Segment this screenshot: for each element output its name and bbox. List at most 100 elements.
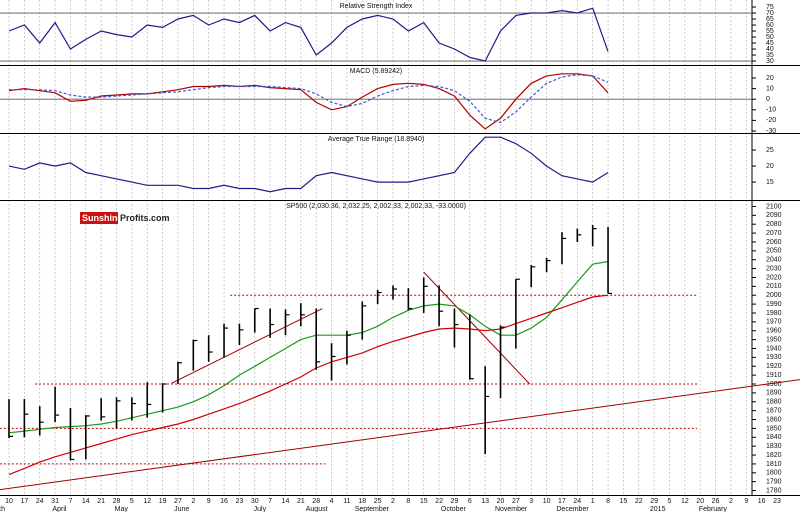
y-tick-label: 2050: [766, 248, 782, 255]
x-tick-label: 9: [207, 498, 211, 505]
x-tick-label: 23: [773, 498, 781, 505]
y-tick-label: 65: [766, 16, 774, 23]
y-tick-label: 30: [766, 58, 774, 65]
x-tick-label: 7: [68, 498, 72, 505]
logo-text: Sunshine: [82, 213, 123, 223]
indicator-line: [9, 74, 609, 124]
y-tick-label: 1830: [766, 443, 782, 450]
y-tick-label: 10: [766, 85, 774, 92]
x-month-label: July: [254, 506, 267, 512]
y-tick-label: 1840: [766, 434, 782, 441]
y-tick-label: 1890: [766, 390, 782, 397]
y-tick-label: 2080: [766, 221, 782, 228]
x-tick-label: 27: [174, 498, 182, 505]
x-month-label: December: [556, 506, 589, 512]
y-tick-label: 2070: [766, 230, 782, 237]
y-tick-label: 1990: [766, 301, 782, 308]
x-tick-label: 10: [5, 498, 13, 505]
x-tick-label: 17: [558, 498, 566, 505]
x-tick-label: 23: [236, 498, 244, 505]
y-tick-label: 2060: [766, 239, 782, 246]
x-tick-label: 14: [82, 498, 90, 505]
x-month-label: June: [174, 506, 189, 512]
y-tick-label: -10: [766, 107, 776, 114]
y-tick-label: 2020: [766, 274, 782, 281]
x-month-label: September: [355, 506, 390, 512]
panel-title: Average True Range (18.8940): [328, 136, 424, 143]
moving-average: [8, 294, 609, 476]
y-tick-label: 20: [766, 163, 774, 170]
y-tick-label: 1960: [766, 328, 782, 335]
y-tick-label: 1910: [766, 372, 782, 379]
x-tick-label: 8: [406, 498, 410, 505]
x-tick-label: 31: [51, 498, 59, 505]
x-tick-label: 27: [512, 498, 520, 505]
x-tick-label: 21: [297, 498, 305, 505]
x-tick-label: 3: [529, 498, 533, 505]
y-tick-label: 40: [766, 46, 774, 53]
x-tick-label: 2: [729, 498, 733, 505]
y-tick-label: 75: [766, 4, 774, 11]
x-month-label: April: [52, 506, 66, 512]
y-tick-label: 2010: [766, 283, 782, 290]
indicator-line: [8, 7, 609, 62]
y-tick-label: -30: [766, 128, 776, 135]
x-tick-label: 19: [159, 498, 167, 505]
y-tick-label: 1980: [766, 310, 782, 317]
x-tick-label: 26: [712, 498, 720, 505]
y-tick-label: 2030: [766, 265, 782, 272]
y-tick-label: 1860: [766, 416, 782, 423]
x-tick-label: 9: [744, 498, 748, 505]
y-tick-label: 60: [766, 22, 774, 29]
trend-line: [423, 271, 531, 385]
x-tick-label: 2: [191, 498, 195, 505]
y-tick-label: 20: [766, 75, 774, 82]
x-tick-label: 5: [668, 498, 672, 505]
x-tick-label: 15: [420, 498, 428, 505]
x-tick-label: 22: [435, 498, 443, 505]
x-tick-label: 22: [635, 498, 643, 505]
panel-title: MACD (5.89242): [350, 68, 403, 75]
x-tick-label: 24: [36, 498, 44, 505]
y-tick-label: 45: [766, 40, 774, 47]
y-tick-label: 1800: [766, 470, 782, 477]
x-tick-label: 1: [591, 498, 595, 505]
x-tick-label: 16: [220, 498, 228, 505]
y-tick-label: 2090: [766, 212, 782, 219]
x-tick-label: 24: [573, 498, 581, 505]
x-tick-label: 11: [343, 498, 350, 505]
x-tick-label: 28: [312, 498, 320, 505]
x-month-label: February: [699, 506, 728, 512]
panel-title: Relative Strength Index: [340, 3, 413, 10]
x-tick-label: 10: [543, 498, 551, 505]
x-tick-label: 2: [391, 498, 395, 505]
panel-title: SP500 (2,030.36, 2,032.25, 2,002.33, 2,0…: [286, 203, 466, 210]
x-tick-label: 29: [451, 498, 459, 505]
x-tick-label: 20: [696, 498, 704, 505]
x-month-label: August: [306, 506, 328, 512]
x-tick-label: 15: [620, 498, 628, 505]
x-tick-label: 16: [758, 498, 766, 505]
y-tick-label: 1780: [766, 487, 782, 494]
y-tick-label: 35: [766, 52, 774, 59]
y-tick-label: 1820: [766, 452, 782, 459]
x-month-label: 2015: [650, 506, 666, 512]
x-tick-label: 28: [113, 498, 121, 505]
y-tick-label: 2040: [766, 257, 782, 264]
logo-text: Profits.com: [120, 213, 170, 223]
y-tick-label: 1940: [766, 345, 782, 352]
x-tick-label: 29: [650, 498, 658, 505]
y-tick-label: 1790: [766, 479, 782, 486]
y-tick-label: 1870: [766, 407, 782, 414]
x-tick-label: 12: [143, 498, 151, 505]
trend-line: [0, 379, 800, 491]
x-month-label: November: [495, 506, 528, 512]
x-tick-label: 4: [330, 498, 334, 505]
y-tick-label: -20: [766, 117, 776, 124]
y-tick-label: 70: [766, 10, 774, 17]
y-tick-label: 15: [766, 179, 774, 186]
y-tick-label: 1850: [766, 425, 782, 432]
